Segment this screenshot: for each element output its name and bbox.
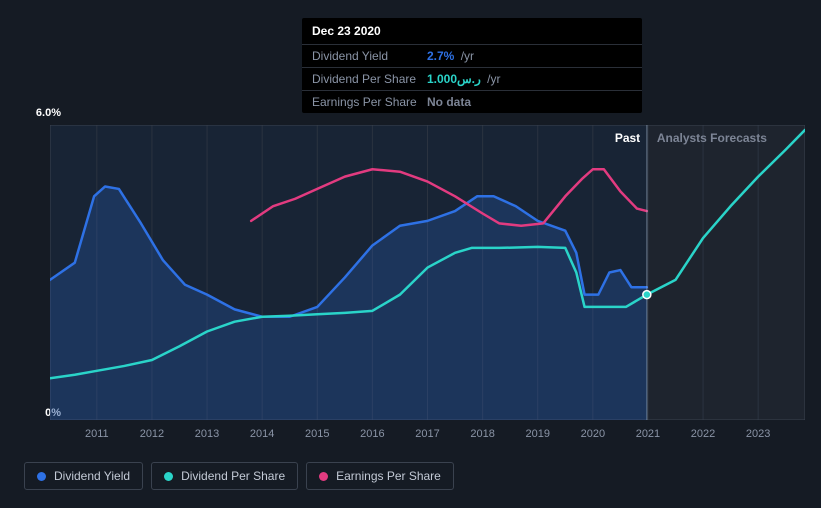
tooltip-key: Dividend Per Share [312, 72, 427, 86]
tooltip-title: Dec 23 2020 [302, 18, 642, 45]
y-tick-max: 6.0% [36, 107, 61, 119]
legend-label: Dividend Yield [54, 469, 130, 483]
x-tick-label: 2015 [305, 428, 329, 440]
x-tick-label: 2023 [746, 428, 770, 440]
x-tick-label: 2019 [525, 428, 549, 440]
x-tick-label: 2014 [250, 428, 274, 440]
x-tick-label: 2017 [415, 428, 439, 440]
legend-dot-icon [319, 472, 328, 481]
tooltip-row: Dividend Per Shareر.س1.000 /yr [302, 68, 642, 91]
x-tick-label: 2022 [691, 428, 715, 440]
tooltip-row: Earnings Per ShareNo data [302, 91, 642, 113]
tooltip-value: 2.7% /yr [427, 49, 474, 63]
x-axis-labels: 2011 2012 2013 2014 2015 2016 2017 2018 2019 2020… [50, 428, 805, 448]
tooltip-row: Dividend Yield2.7% /yr [302, 45, 642, 68]
chart-svg [50, 125, 805, 420]
x-tick-label: 2013 [195, 428, 219, 440]
tooltip-value: No data [427, 95, 471, 109]
x-tick-label: 2012 [140, 428, 164, 440]
tooltip-value: ر.س1.000 /yr [427, 72, 500, 86]
legend-item-earnings-per-share[interactable]: Earnings Per Share [306, 462, 454, 490]
tooltip-key: Earnings Per Share [312, 95, 427, 109]
forecast-region-label: Analysts Forecasts [657, 131, 767, 145]
legend-label: Earnings Per Share [336, 469, 441, 483]
x-tick-label: 2020 [581, 428, 605, 440]
x-tick-label: 2021 [636, 428, 660, 440]
legend-item-dividend-per-share[interactable]: Dividend Per Share [151, 462, 298, 490]
legend: Dividend Yield Dividend Per Share Earnings… [24, 462, 454, 490]
x-tick-label: 2016 [360, 428, 384, 440]
x-tick-label: 2018 [470, 428, 494, 440]
tooltip: Dec 23 2020 Dividend Yield2.7% /yrDivide… [302, 18, 642, 113]
past-region-label: Past [615, 131, 640, 145]
x-tick-label: 2011 [85, 428, 109, 440]
chart-area[interactable] [50, 125, 805, 420]
legend-dot-icon [37, 472, 46, 481]
tooltip-unit: /yr [484, 72, 501, 86]
legend-dot-icon [164, 472, 173, 481]
legend-label: Dividend Per Share [181, 469, 285, 483]
tooltip-key: Dividend Yield [312, 49, 427, 63]
tooltip-unit: /yr [457, 49, 474, 63]
legend-item-dividend-yield[interactable]: Dividend Yield [24, 462, 143, 490]
